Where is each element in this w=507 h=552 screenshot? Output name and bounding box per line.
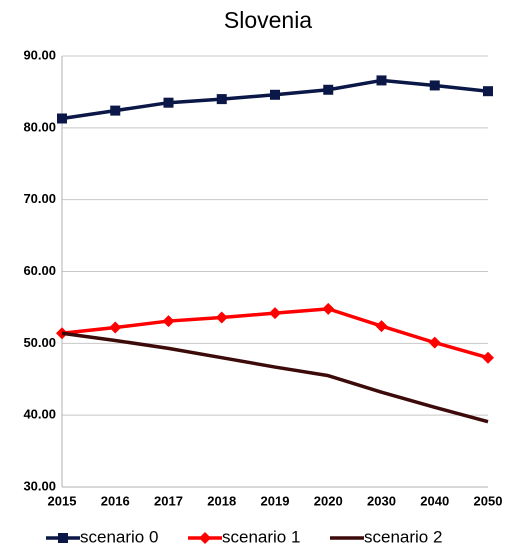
marker: [57, 113, 67, 124]
marker: [162, 315, 175, 328]
x-tick-label: 2017: [154, 493, 183, 508]
x-tick-label: 2050: [474, 493, 503, 508]
marker: [109, 321, 122, 334]
legend-label: scenario 1: [222, 527, 300, 546]
marker: [428, 336, 441, 349]
marker: [269, 307, 281, 320]
line: [61, 331, 489, 424]
x-tick-label: 2015: [48, 493, 77, 508]
marker: [429, 80, 440, 91]
y-tick-label: 30.00: [23, 478, 56, 493]
y-tick-label: 60.00: [23, 263, 56, 278]
marker: [110, 105, 121, 116]
marker: [483, 86, 493, 97]
y-tick-label: 50.00: [23, 335, 56, 350]
marker: [482, 351, 494, 364]
chart-title: Slovenia: [224, 7, 312, 33]
x-tick-label: 2030: [367, 493, 396, 508]
x-tick-label: 2016: [101, 493, 130, 508]
x-tick-label: 2018: [207, 493, 236, 508]
marker: [163, 97, 174, 108]
marker: [322, 302, 335, 315]
legend-label: scenario 0: [80, 527, 158, 546]
y-tick-label: 90.00: [23, 47, 56, 62]
legend-label: scenario 2: [364, 527, 442, 546]
marker: [215, 311, 228, 324]
marker: [375, 320, 388, 333]
marker: [58, 533, 68, 543]
x-tick-label: 2019: [261, 493, 290, 508]
x-tick-label: 2020: [314, 493, 343, 508]
y-tick-label: 70.00: [23, 191, 56, 206]
y-tick-label: 40.00: [23, 407, 56, 422]
marker: [323, 84, 334, 95]
marker: [199, 532, 211, 544]
marker: [376, 75, 387, 86]
marker: [216, 94, 227, 105]
marker: [270, 89, 280, 100]
y-tick-label: 80.00: [23, 119, 56, 134]
x-tick-label: 2040: [420, 493, 449, 508]
